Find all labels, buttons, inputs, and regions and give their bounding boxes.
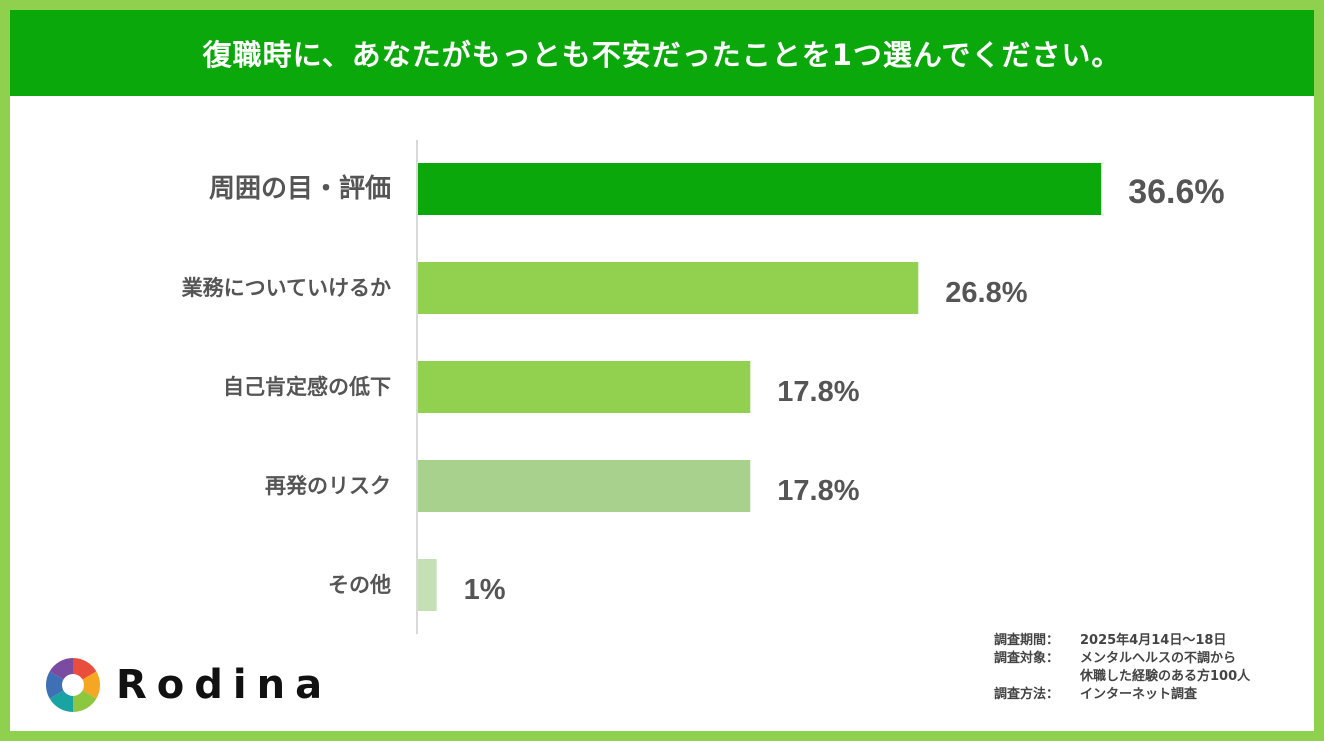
bar-0	[418, 163, 1102, 215]
brand-logo: Rodina	[44, 656, 332, 714]
bar-4	[418, 559, 437, 611]
survey-notes: 調査期間： 2025年4月14日～18日 調査対象： メンタルヘルスの不調から …	[994, 632, 1250, 704]
bar-1	[418, 262, 919, 314]
brand-name: Rodina	[116, 662, 333, 708]
target-label: 調査対象：	[994, 651, 1060, 666]
method-label: 調査方法：	[994, 687, 1060, 702]
target-value-line2: 休職した経験のある方100人	[1080, 669, 1251, 684]
period-label: 調査期間：	[994, 633, 1060, 648]
method-value: インターネット調査	[1080, 687, 1198, 702]
value-label-1: 26.8%	[945, 277, 1027, 309]
category-label-0: 周囲の目・評価	[209, 173, 391, 204]
value-label-2: 17.8%	[777, 376, 859, 408]
value-label-0: 36.6%	[1128, 173, 1224, 211]
value-label-3: 17.8%	[777, 475, 859, 507]
category-label-2: 自己肯定感の低下	[223, 375, 391, 399]
period-value: 2025年4月14日～18日	[1080, 633, 1227, 648]
category-label-4: その他	[328, 573, 391, 597]
aperture-logo-icon	[45, 658, 101, 712]
value-label-4: 1%	[464, 574, 506, 606]
bar-3	[418, 460, 751, 512]
question-title: 復職時に、あなたがもっとも不安だったことを1つ選んでください。	[10, 10, 1314, 96]
bar-2	[418, 361, 751, 413]
target-value-line1: メンタルヘルスの不調から	[1080, 651, 1237, 666]
category-label-1: 業務についていけるか	[182, 276, 391, 300]
category-label-3: 再発のリスク	[265, 474, 391, 498]
